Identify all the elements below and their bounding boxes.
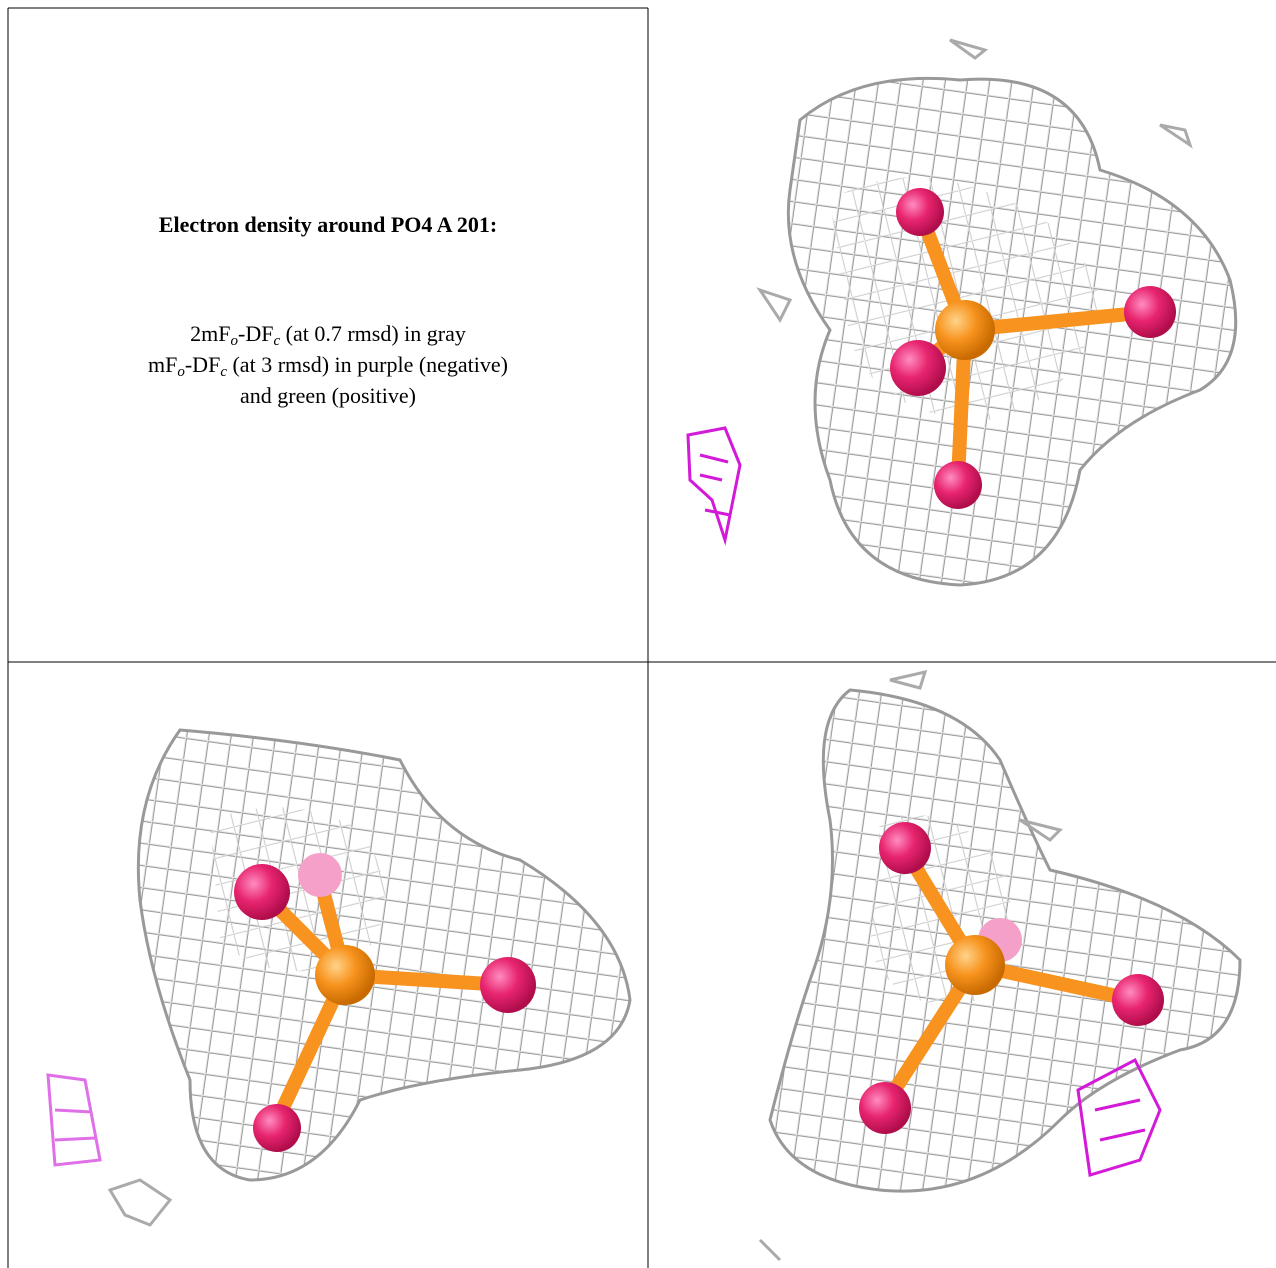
subscript: o xyxy=(230,333,239,349)
density-view xyxy=(686,38,1238,587)
caption-lines: 2mFo-DFc (at 0.7 rmsd) in gray mFo-DFc (… xyxy=(8,318,648,411)
text: (at 0.7 rmsd) in gray xyxy=(280,321,466,346)
caption-line: 2mFo-DFc (at 0.7 rmsd) in gray xyxy=(8,318,648,349)
subscript: c xyxy=(220,364,227,380)
density-view xyxy=(758,669,1242,1262)
subscript: c xyxy=(273,333,281,349)
text: 2mF xyxy=(190,321,231,346)
text: -DF xyxy=(238,321,274,346)
text: (at 3 rmsd) in purple (negative) xyxy=(226,352,508,377)
table-borders xyxy=(7,7,1276,1268)
caption-line: and green (positive) xyxy=(8,380,648,411)
subscript: o xyxy=(177,364,185,380)
text: and green (positive) xyxy=(240,383,416,408)
text: mF xyxy=(148,352,178,377)
caption-line: mFo-DFc (at 3 rmsd) in purple (negative) xyxy=(8,349,648,380)
text: -DF xyxy=(184,352,221,377)
density-view xyxy=(46,728,632,1227)
caption-title: Electron density around PO4 A 201: xyxy=(158,212,498,237)
